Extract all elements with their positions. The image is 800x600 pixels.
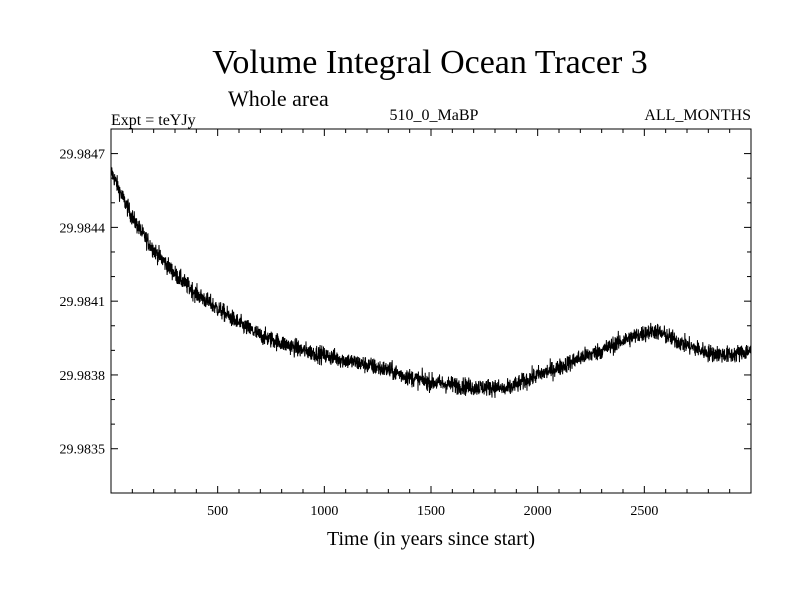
y-tick-label: 29.9835 <box>60 443 106 458</box>
x-tick-label: 1500 <box>417 504 445 519</box>
x-tick-label: 2000 <box>524 504 552 519</box>
y-tick-label: 29.9841 <box>60 295 106 310</box>
y-tick-label: 29.9838 <box>60 369 106 384</box>
months-label: ALL_MONTHS <box>644 107 751 124</box>
y-axis: 29.9835 29.9838 29.9841 29.9844 29.9847 <box>60 148 751 458</box>
chart-subtitle: Whole area <box>228 86 329 111</box>
x-tick-label: 500 <box>207 504 228 519</box>
series-line <box>110 166 752 398</box>
plot-frame <box>110 128 752 494</box>
y-tick-label: 29.9844 <box>60 221 106 236</box>
chart-title: Volume Integral Ocean Tracer 3 <box>212 44 648 81</box>
x-tick-label: 1000 <box>310 504 338 519</box>
period-label: 510_0_MaBP <box>390 107 479 124</box>
x-tick-label: 2500 <box>630 504 658 519</box>
x-axis-label: Time (in years since start) <box>327 528 535 550</box>
experiment-label: Expt = teYJy <box>111 112 196 129</box>
y-tick-label: 29.9847 <box>60 148 106 163</box>
x-axis: 500 1000 1500 2000 2500 <box>131 129 731 519</box>
